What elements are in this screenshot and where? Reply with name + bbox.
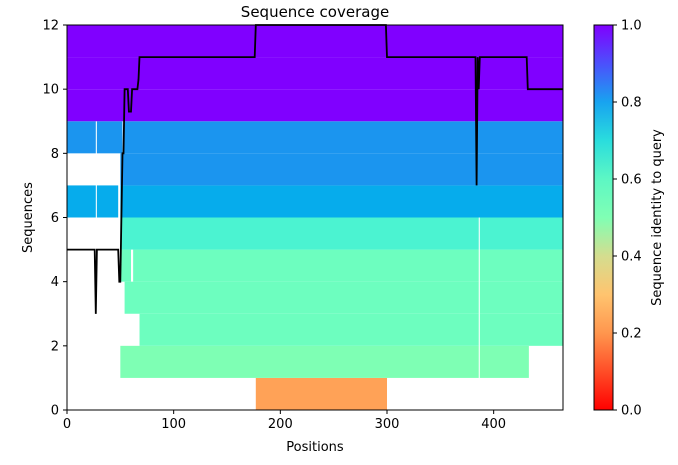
colorbar-tick-label: 0.2 <box>621 327 642 342</box>
x-tick-label: 200 <box>268 417 293 432</box>
y-tick-label: 8 <box>51 147 59 162</box>
y-tick-label: 6 <box>51 211 59 226</box>
colorbar-ticks: 0.0 0.2 0.4 0.6 0.8 1.0 <box>613 19 642 419</box>
y-tick-label: 0 <box>51 404 59 419</box>
y-tick-label: 10 <box>42 83 59 98</box>
x-tick-label: 0 <box>63 417 71 432</box>
coverage-cell <box>96 185 119 218</box>
coverage-cell <box>255 377 387 410</box>
coverage-cell <box>120 249 131 282</box>
x-tick-label: 300 <box>375 417 400 432</box>
colorbar-tick-label: 0.6 <box>621 173 642 188</box>
coverage-cell <box>479 313 563 346</box>
coverage-cell <box>479 249 563 282</box>
colorbar-tick-label: 1.0 <box>621 19 642 34</box>
coverage-cell <box>120 345 479 378</box>
coverage-cell <box>67 25 563 58</box>
colorbar <box>593 24 614 411</box>
colorbar-tick-label: 0.4 <box>621 250 642 265</box>
y-axis-label: Sequences <box>21 182 36 253</box>
colorbar-tick-label: 0.8 <box>621 96 642 111</box>
x-axis-ticks: 0 100 200 300 400 <box>63 410 506 432</box>
chart-title: Sequence coverage <box>241 3 389 21</box>
colorbar-label: Sequence identity to query <box>650 129 665 306</box>
coverage-cell <box>67 185 96 218</box>
coverage-cell <box>96 121 123 154</box>
coverage-cell <box>133 249 479 282</box>
x-tick-label: 100 <box>161 417 186 432</box>
y-tick-label: 4 <box>51 275 59 290</box>
coverage-depth-line <box>67 24 563 314</box>
coverage-cell <box>120 185 563 218</box>
x-axis-label: Positions <box>286 440 344 455</box>
y-tick-label: 12 <box>42 19 59 34</box>
y-tick-label: 2 <box>51 339 59 354</box>
coverage-cell <box>67 89 563 122</box>
coverage-cell <box>67 121 96 154</box>
coverage-cells <box>67 25 564 410</box>
coverage-cell <box>479 345 529 378</box>
coverage-cell <box>139 313 479 346</box>
coverage-cell <box>123 121 564 154</box>
coverage-cell <box>120 153 563 186</box>
x-tick-label: 400 <box>481 417 506 432</box>
coverage-cell <box>67 57 563 90</box>
coverage-cell <box>479 281 563 314</box>
coverage-cell <box>479 217 563 250</box>
y-axis-ticks: 0 2 4 6 8 10 12 <box>42 19 67 419</box>
coverage-cell <box>120 217 479 250</box>
colorbar-tick-label: 0.0 <box>621 404 642 419</box>
coverage-cell <box>124 281 479 314</box>
